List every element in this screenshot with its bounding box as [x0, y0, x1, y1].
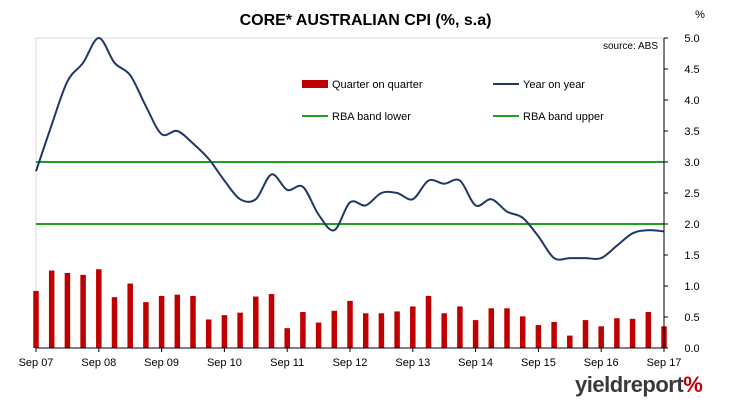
x-tick-label: Sep 17: [647, 357, 682, 369]
qoq-bar: [33, 290, 39, 348]
brand-percent-icon: %: [683, 372, 703, 397]
qoq-bar: [394, 311, 400, 348]
y-tick-label: 4.5: [684, 64, 699, 76]
axis-group: 5.0 4.5 4.0 3.5 3.0 2.5 2.0 1.5 1.0 0.5 0.0% Sep 07…: [19, 9, 706, 369]
qoq-bar: [645, 312, 652, 348]
x-tick-label: Sep 08: [81, 357, 116, 369]
yoy-line: [35, 36, 665, 261]
qoq-bar: [48, 270, 55, 348]
qoq-bar: [315, 322, 322, 348]
x-tick-label: Sep 13: [395, 357, 430, 369]
qoq-bar: [284, 328, 290, 348]
y-tick-label: 1.5: [684, 250, 699, 262]
legend-band-lower-label: RBA band lower: [332, 111, 411, 123]
y-tick-label: 2.5: [684, 188, 699, 200]
qoq-bar: [457, 306, 463, 348]
legend-yoy-label: Year on year: [523, 79, 585, 91]
qoq-bar: [221, 315, 228, 348]
qoq-bar: [174, 294, 181, 348]
x-tick-label: Sep 15: [521, 357, 556, 369]
qoq-bar: [441, 313, 447, 348]
y-tick-label: 1.0: [684, 281, 699, 293]
x-tick-label: Sep 12: [333, 357, 368, 369]
qoq-bar: [551, 321, 557, 348]
x-tick-label: Sep 09: [144, 357, 179, 369]
legend-qoq-swatch: [302, 80, 328, 88]
qoq-bar: [425, 295, 432, 348]
qoq-bar: [300, 312, 306, 348]
qoq-bar: [472, 320, 479, 348]
qoq-bar: [347, 300, 353, 348]
qoq-bar: [519, 316, 526, 348]
qoq-bar: [535, 325, 542, 348]
chart-title: CORE* AUSTRALIAN CPI (%, s.a): [239, 12, 492, 29]
qoq-bar: [96, 269, 102, 348]
qoq-bar: [253, 296, 259, 348]
brand-logo: yieldreport%: [575, 372, 703, 398]
qoq-bar: [378, 313, 385, 348]
bars-group: [33, 269, 667, 348]
qoq-bar: [629, 318, 636, 348]
qoq-bar: [237, 312, 243, 348]
qoq-bar: [268, 294, 275, 348]
legend-qoq-label: Quarter on quarter: [332, 79, 423, 91]
qoq-bar: [362, 313, 369, 348]
qoq-bar: [488, 308, 495, 348]
qoq-bar: [582, 320, 589, 348]
qoq-bar: [410, 306, 416, 348]
qoq-bar: [567, 335, 573, 348]
qoq-bar: [504, 308, 510, 348]
y-unit-label: %: [695, 9, 705, 21]
y-tick-label: 4.0: [684, 95, 699, 107]
qoq-bar: [190, 295, 196, 348]
y-tick-label: 2.0: [684, 219, 699, 231]
qoq-bar: [331, 310, 338, 348]
legend-group: Quarter on quarter Year on year RBA band l…: [302, 79, 604, 123]
y-tick-label: 3.5: [684, 126, 699, 138]
qoq-bar: [205, 319, 212, 348]
bands-group: [36, 161, 664, 225]
qoq-bar: [614, 318, 620, 348]
qoq-bar: [80, 274, 86, 348]
brand-text: yieldreport: [575, 372, 684, 397]
x-tick-label: Sep 14: [458, 357, 493, 369]
legend-band-upper-label: RBA band upper: [523, 111, 604, 123]
x-tick-label: Sep 10: [207, 357, 242, 369]
y-tick-label: 3.0: [684, 157, 699, 169]
y-tick-label: 0.0: [684, 343, 699, 355]
qoq-bar: [64, 272, 71, 348]
qoq-bar: [158, 295, 165, 348]
x-tick-label: Sep 16: [584, 357, 619, 369]
qoq-bar: [143, 302, 149, 348]
x-tick-label: Sep 11: [270, 357, 304, 369]
qoq-bar: [127, 283, 133, 348]
qoq-bar: [598, 326, 604, 348]
yoy-line-group: [35, 36, 665, 261]
y-tick-label: 0.5: [684, 312, 699, 324]
source-note: source: ABS: [603, 41, 658, 52]
y-tick-label: 5.0: [684, 33, 699, 45]
qoq-bar: [111, 297, 118, 348]
x-tick-label: Sep 07: [19, 357, 54, 369]
